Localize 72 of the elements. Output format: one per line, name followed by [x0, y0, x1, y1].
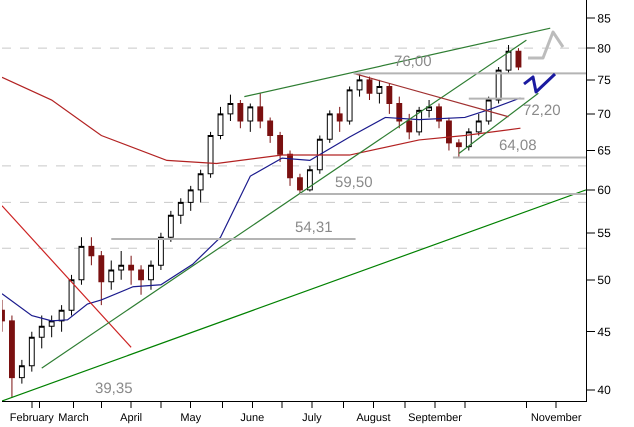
candlestick — [446, 116, 452, 151]
y-tick-label: 85 — [597, 11, 612, 26]
y-tick-label: 55 — [597, 226, 612, 240]
candlestick — [48, 315, 55, 338]
candlestick — [108, 260, 114, 290]
candlestick — [326, 110, 333, 144]
annotation: 39,35 — [95, 380, 133, 397]
candlestick — [297, 173, 303, 195]
candlestick — [516, 48, 522, 71]
candlestick — [436, 102, 442, 129]
y-tick-label: 75 — [597, 73, 612, 88]
candlestick — [406, 113, 412, 140]
candlestick — [178, 198, 184, 224]
candlestick — [476, 113, 482, 136]
x-tick-label: November — [530, 412, 582, 424]
x-tick-label: February — [10, 412, 54, 424]
candlestick — [287, 150, 293, 186]
candlestick — [218, 106, 224, 140]
candlestick — [78, 236, 84, 286]
y-tick-label: 60 — [597, 183, 612, 198]
candlestick — [366, 76, 372, 101]
candlestick — [267, 116, 274, 144]
candlestick — [38, 315, 45, 349]
y-tick-label: 50 — [597, 272, 612, 287]
candlestick — [98, 250, 104, 306]
candlestick — [58, 304, 65, 332]
candlestick — [306, 165, 313, 192]
candlestick — [138, 264, 144, 296]
x-tick-label: May — [180, 412, 202, 424]
candlestick — [257, 92, 264, 129]
candlestick — [128, 255, 134, 286]
y-tick-label: 40 — [597, 382, 612, 397]
x-tick-label: June — [240, 412, 264, 424]
candlestick — [18, 359, 25, 384]
candlestick — [376, 79, 382, 104]
candlestick — [456, 138, 462, 158]
x-tick-label: July — [302, 412, 322, 424]
y-tick-label: 65 — [597, 144, 612, 158]
candlestick — [188, 185, 194, 212]
candlestick — [28, 331, 35, 372]
candlestick — [68, 274, 74, 316]
y-tick-label: 45 — [597, 324, 612, 339]
candlestick — [396, 96, 402, 129]
candlestick — [356, 72, 362, 98]
candlestick — [148, 260, 154, 290]
candlestick — [426, 100, 432, 118]
candlestick — [237, 100, 244, 129]
candlestick — [158, 232, 164, 271]
candlestick — [88, 236, 94, 266]
candlestick — [316, 135, 323, 174]
annotation: 64,08 — [499, 137, 537, 154]
y-tick-label: 70 — [597, 107, 612, 122]
candlestick — [208, 131, 214, 178]
x-tick-label: September — [408, 412, 462, 424]
candlestick — [346, 86, 353, 126]
x-tick-label: March — [58, 412, 89, 424]
candlestick — [168, 210, 174, 242]
candlestick — [247, 102, 254, 132]
y-tick-label: 80 — [597, 41, 612, 56]
candlestick — [386, 82, 392, 114]
x-tick-label: August — [356, 412, 391, 424]
candlestick — [506, 44, 512, 74]
candlestick — [198, 169, 204, 203]
x-tick-label: April — [120, 412, 142, 424]
candlestick — [9, 315, 15, 398]
candlestick — [118, 250, 124, 280]
annotation: 59,50 — [335, 174, 373, 191]
candlestick — [277, 131, 284, 162]
candlestick — [228, 94, 234, 122]
annotation: 72,20 — [523, 102, 561, 119]
candlestick — [336, 106, 343, 132]
annotation: 54,31 — [295, 219, 333, 236]
